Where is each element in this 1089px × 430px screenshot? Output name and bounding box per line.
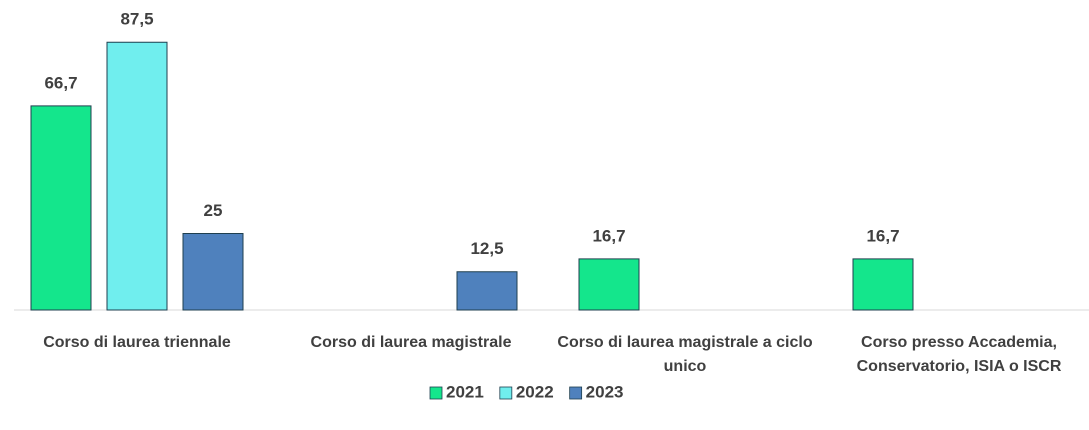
bar	[182, 233, 244, 311]
legend-label: 2023	[586, 382, 624, 401]
data-label: 66,7	[44, 73, 77, 92]
legend-swatch	[429, 386, 443, 400]
x-tick-label: Corso di laurea magistrale a ciclo unico	[557, 334, 813, 375]
data-label: 16,7	[592, 226, 625, 245]
legend-label: 2022	[516, 382, 554, 401]
x-tick-label: Corso di laurea triennale	[43, 334, 231, 351]
x-tick-label: Corso di laurea magistrale	[310, 334, 512, 351]
legend-swatch	[499, 386, 513, 400]
data-label: 25	[204, 201, 223, 220]
bar	[852, 258, 914, 311]
bar	[456, 271, 518, 311]
data-label: 12,5	[470, 239, 503, 258]
x-tick-label: Corso presso Accademia, Conservatorio, I…	[856, 334, 1062, 375]
data-label: 16,7	[866, 226, 899, 245]
bar	[578, 258, 640, 311]
bar	[30, 105, 92, 311]
data-label: 87,5	[120, 10, 153, 29]
legend-swatch	[569, 386, 583, 400]
legend-label: 2021	[446, 382, 484, 401]
bar	[106, 41, 168, 311]
